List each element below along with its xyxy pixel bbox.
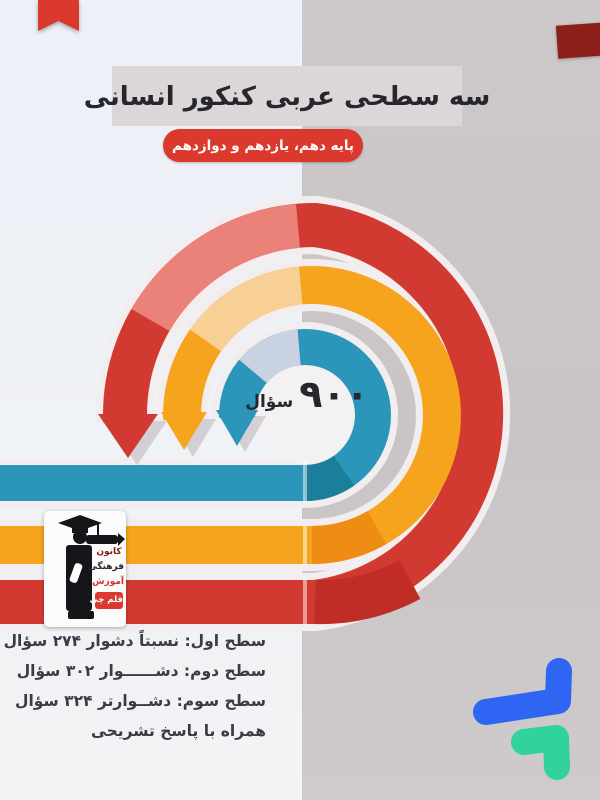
publisher-logo: کانون فرهنگی آموزش قلم چی bbox=[44, 511, 126, 627]
store-mark bbox=[473, 658, 572, 780]
book-title: سه سطحی عربی کنکور انسانی bbox=[83, 82, 491, 112]
question-count-badge: ۹۰۰ سؤال bbox=[240, 372, 374, 420]
spiral-dark-segments bbox=[304, 455, 421, 625]
logo-line-kanoon: کانون bbox=[96, 547, 122, 557]
orange-arrowhead bbox=[161, 412, 207, 450]
summary-line-1: سطح اول: نسبتاً دشوار ۲۷۴ سؤال bbox=[3, 632, 266, 650]
ribbon-bookmark-icon bbox=[38, 0, 79, 31]
store-mark-blue-chevron bbox=[473, 658, 572, 725]
question-count: ۹۰۰ bbox=[299, 372, 369, 416]
title-box: سه سطحی عربی کنکور انسانی bbox=[84, 66, 490, 126]
logo-line-farhangi: فرهنگی bbox=[88, 562, 124, 572]
graduate-figure-icon bbox=[58, 515, 125, 619]
red-arrowhead bbox=[98, 414, 158, 458]
spiral-light-segments bbox=[131, 204, 303, 384]
grade-pill-label: پایه دهم، یازدهم و دوازدهم bbox=[172, 137, 354, 154]
summary-line-4: همراه با پاسخ تشریحی bbox=[90, 722, 266, 740]
publisher-logo-text: کانون فرهنگی آموزش قلم چی bbox=[88, 545, 124, 609]
store-mark-green-chevron bbox=[511, 725, 570, 780]
level-summary-block: سطح اول: نسبتاً دشوار ۲۷۴ سؤال سطح دوم: … bbox=[3, 626, 266, 746]
teal-arrowhead bbox=[216, 410, 258, 446]
corner-tag bbox=[555, 22, 600, 59]
logo-line-amoozesh: آموزش bbox=[92, 577, 124, 587]
ghalamchi-badge: قلم چی bbox=[90, 592, 123, 609]
summary-line-2: سطح دوم: دشــــــوار ۳۰۲ سؤال bbox=[16, 662, 266, 680]
bar-arc-seams bbox=[303, 461, 307, 625]
grade-pill: پایه دهم، یازدهم و دوازدهم bbox=[163, 129, 363, 162]
summary-line-3: سطح سوم: دشــوارتر ۳۲۴ سؤال bbox=[15, 692, 266, 710]
question-count-unit: سؤال bbox=[245, 392, 294, 412]
spiral-inner-disc bbox=[256, 366, 354, 464]
